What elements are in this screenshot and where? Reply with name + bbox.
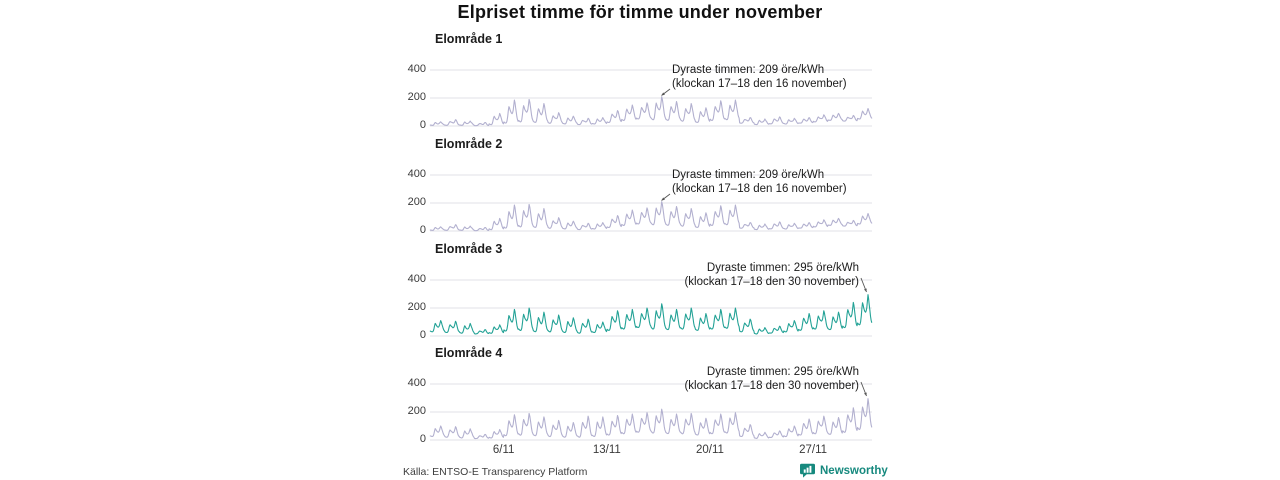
y-tick-label: 200: [407, 405, 426, 417]
peak-annotation-line1: Dyraste timmen: 295 öre/kWh: [706, 262, 859, 274]
annotation-arrowhead: [863, 288, 867, 292]
panel-plot-elomrade-1: [429, 69, 873, 127]
annotation-arrowhead: [661, 92, 665, 96]
panel-plot-elomrade-4: [429, 381, 873, 441]
source-note: Källa: ENTSO-E Transparency Platform: [403, 466, 588, 478]
panel-plot-elomrade-3: [429, 277, 873, 337]
y-tick-label: 400: [407, 168, 426, 180]
x-tick-label-6-11: 6/11: [492, 444, 515, 456]
price-line-elomrade-2: [429, 201, 873, 232]
brand-name: Newsworthy: [820, 464, 888, 477]
peak-annotation-line2: (klockan 17–18 den 30 november): [684, 276, 859, 288]
y-tick-label: 200: [407, 301, 426, 313]
panel-title-elomrade-2: Elområde 2: [435, 137, 503, 151]
page-title: Elpriset timme för timme under november: [457, 2, 823, 22]
y-tick-label: 400: [407, 377, 426, 389]
peak-annotation-elomrade-4: Dyraste timmen: 295 öre/kWh (klockan 17–1…: [684, 365, 859, 393]
x-tick-label-27-11: 27/11: [799, 444, 828, 456]
y-tick-label: 400: [407, 273, 426, 285]
y-tick-label: 400: [407, 63, 426, 75]
y-tick-label: 0: [419, 224, 426, 236]
peak-annotation-line1: Dyraste timmen: 209 öre/kWh: [672, 169, 825, 181]
peak-annotation-elomrade-2: Dyraste timmen: 209 öre/kWh (klockan 17–1…: [672, 168, 847, 196]
y-tick-label: 0: [419, 329, 426, 341]
peak-annotation-line1: Dyraste timmen: 295 öre/kWh: [706, 366, 859, 378]
y-tick-label: 200: [407, 91, 426, 103]
peak-annotation-line2: (klockan 17–18 den 16 november): [672, 183, 847, 195]
bar-chart-bubble-icon: [800, 463, 815, 478]
peak-annotation-line2: (klockan 17–18 den 16 november): [672, 78, 847, 90]
panel-title-elomrade-4: Elområde 4: [435, 346, 503, 360]
panel-plot-elomrade-2: [429, 174, 873, 232]
x-tick-label-20-11: 20/11: [695, 444, 724, 456]
panel-title-elomrade-3: Elområde 3: [435, 242, 503, 256]
peak-annotation-line2: (klockan 17–18 den 30 november): [684, 380, 859, 392]
annotation-arrowhead: [661, 197, 665, 201]
peak-annotation-line1: Dyraste timmen: 209 öre/kWh: [672, 64, 825, 76]
price-line-elomrade-4: [429, 398, 873, 440]
price-line-elomrade-3: [429, 294, 873, 335]
y-tick-label: 0: [419, 119, 426, 131]
panel-title-elomrade-1: Elområde 1: [435, 32, 503, 46]
peak-annotation-elomrade-3: Dyraste timmen: 295 öre/kWh (klockan 17–1…: [684, 261, 859, 289]
price-line-elomrade-1: [429, 96, 873, 127]
peak-annotation-elomrade-1: Dyraste timmen: 209 öre/kWh (klockan 17–1…: [672, 63, 847, 91]
y-tick-label: 0: [419, 433, 426, 445]
annotation-arrowhead: [863, 392, 867, 396]
x-tick-label-13-11: 13/11: [592, 444, 621, 456]
y-tick-label: 200: [407, 196, 426, 208]
newsworthy-branding: Newsworthy: [800, 463, 888, 478]
